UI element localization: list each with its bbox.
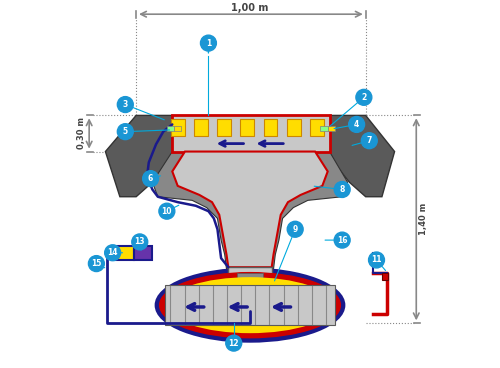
Text: 1,40 m: 1,40 m xyxy=(419,202,428,234)
Circle shape xyxy=(118,124,133,139)
Polygon shape xyxy=(330,116,394,197)
Circle shape xyxy=(104,245,120,261)
Bar xyxy=(310,119,324,137)
Bar xyxy=(194,119,208,137)
Ellipse shape xyxy=(160,273,340,338)
Circle shape xyxy=(287,221,303,237)
Text: 5: 5 xyxy=(122,127,128,136)
Bar xyxy=(167,125,174,131)
Circle shape xyxy=(159,203,175,219)
Bar xyxy=(287,119,300,137)
Bar xyxy=(228,267,272,309)
Text: 9: 9 xyxy=(292,225,298,234)
Polygon shape xyxy=(172,152,328,267)
Ellipse shape xyxy=(156,269,344,341)
Text: 6: 6 xyxy=(148,174,153,183)
Bar xyxy=(174,125,182,131)
Text: 15: 15 xyxy=(91,259,102,268)
Text: 8: 8 xyxy=(340,185,345,194)
Circle shape xyxy=(368,252,384,268)
Circle shape xyxy=(334,232,350,248)
Bar xyxy=(116,245,134,260)
Circle shape xyxy=(142,171,158,187)
Text: 0,30 m: 0,30 m xyxy=(76,117,86,149)
Text: 16: 16 xyxy=(337,236,347,245)
Text: 7: 7 xyxy=(366,136,372,145)
Polygon shape xyxy=(106,116,172,197)
Bar xyxy=(328,125,335,131)
Bar xyxy=(134,245,152,260)
Text: 3: 3 xyxy=(122,100,128,109)
Bar xyxy=(217,119,231,137)
Circle shape xyxy=(334,181,350,198)
Ellipse shape xyxy=(167,277,333,333)
Bar xyxy=(320,125,328,131)
Bar xyxy=(238,273,262,303)
Bar xyxy=(240,119,254,137)
Bar xyxy=(264,119,278,137)
Circle shape xyxy=(200,35,216,51)
FancyBboxPatch shape xyxy=(172,116,330,152)
Circle shape xyxy=(88,256,104,272)
FancyBboxPatch shape xyxy=(165,285,335,325)
Bar xyxy=(171,119,184,137)
Text: 2: 2 xyxy=(361,93,366,102)
Text: 1,00 m: 1,00 m xyxy=(232,3,268,13)
Circle shape xyxy=(226,335,242,351)
Circle shape xyxy=(362,133,377,149)
Circle shape xyxy=(118,97,133,113)
Circle shape xyxy=(132,234,148,250)
Text: 11: 11 xyxy=(372,255,382,265)
Text: 10: 10 xyxy=(162,207,172,216)
Circle shape xyxy=(356,89,372,105)
Text: 13: 13 xyxy=(134,237,145,247)
Bar xyxy=(382,273,388,280)
Circle shape xyxy=(348,117,364,132)
Text: 4: 4 xyxy=(354,120,360,129)
Text: 14: 14 xyxy=(108,248,118,257)
Text: 1: 1 xyxy=(206,39,211,47)
Polygon shape xyxy=(152,152,348,269)
Text: 12: 12 xyxy=(228,339,239,348)
Polygon shape xyxy=(172,116,330,152)
